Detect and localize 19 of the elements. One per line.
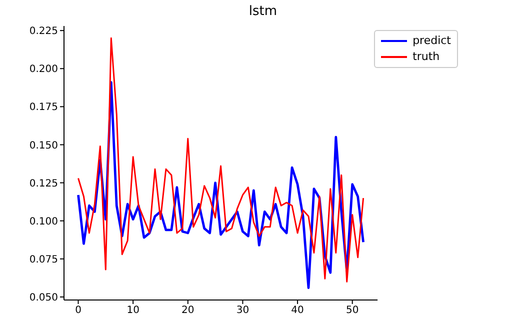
line-series [77,81,365,290]
line-series [78,37,364,282]
legend-label: predict [412,33,451,49]
y-tick-label: 0.200 [29,64,58,76]
y-tick-label: 0.125 [29,178,58,190]
x-tick-label: 30 [236,305,250,316]
x-tick-label: 10 [126,305,140,316]
x-tick-label: 40 [291,305,304,316]
y-tick-label: 0.075 [29,254,58,266]
x-tick-label: 0 [75,305,82,316]
y-tick-label: 0.225 [29,26,58,38]
x-tick-label: 20 [182,305,194,316]
y-tick-label: 0.050 [29,292,58,304]
legend-label: truth [412,49,440,65]
y-tick-label: 0.100 [29,216,58,228]
chart-title: lstm [248,4,278,19]
y-tick-label: 0.150 [29,140,58,152]
y-tick-label: 0.175 [29,102,58,114]
x-tick-label: 50 [346,305,359,316]
